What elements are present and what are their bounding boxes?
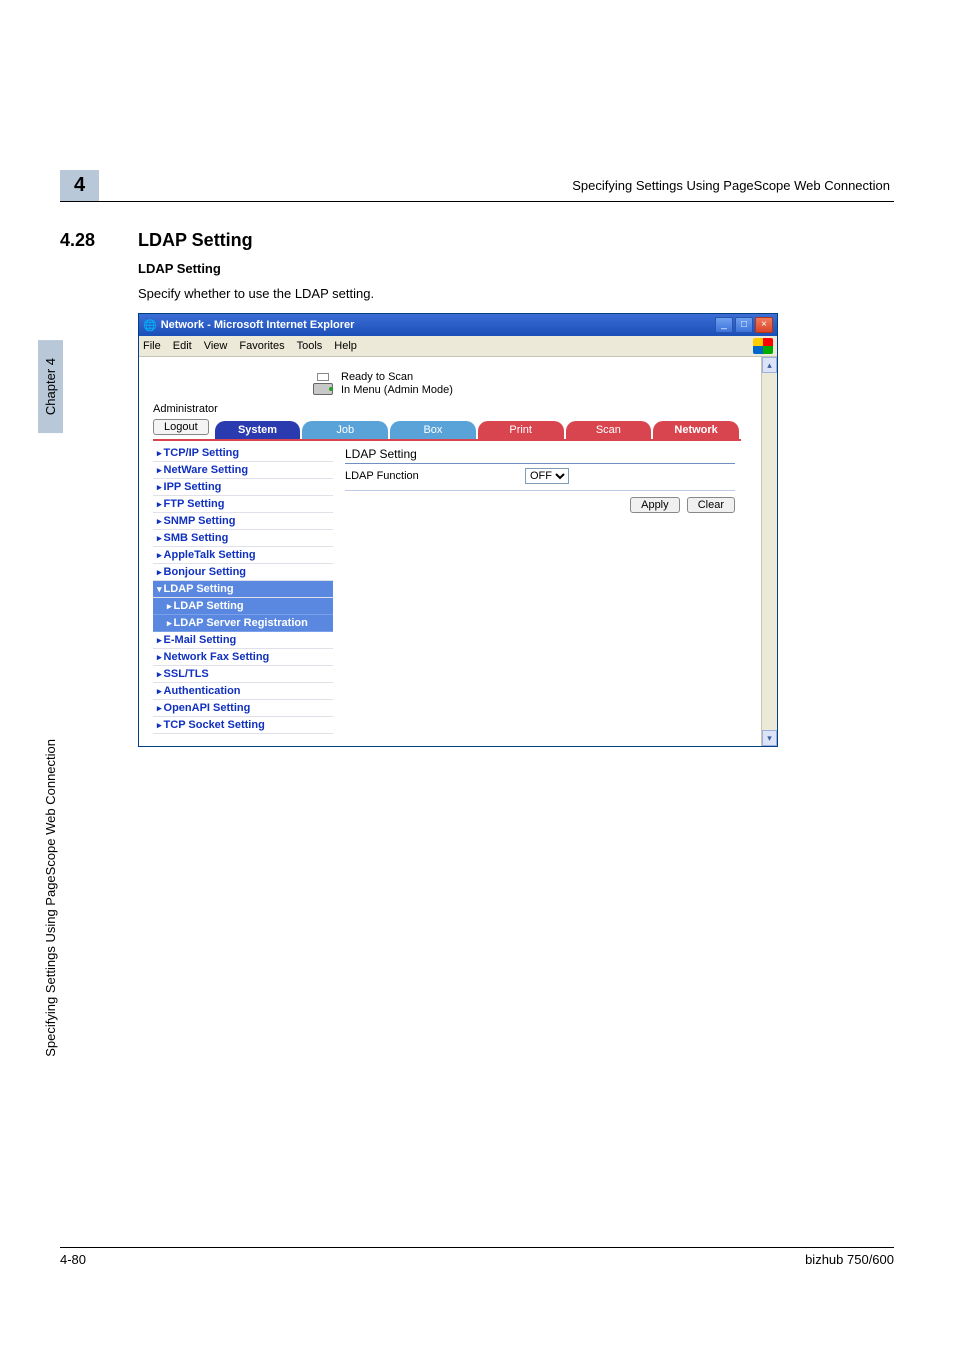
printer-status: Ready to Scan In Menu (Admin Mode) <box>313 371 741 397</box>
sidebar-item-ipp[interactable]: IPP Setting <box>153 479 333 496</box>
ie-icon: 🌐 <box>143 319 157 332</box>
scroll-track[interactable] <box>762 373 777 730</box>
page-number: 4-80 <box>60 1252 86 1267</box>
sidebar-item-appletalk[interactable]: AppleTalk Setting <box>153 547 333 564</box>
running-title: Specifying Settings Using PageScope Web … <box>99 178 894 193</box>
menu-favorites[interactable]: Favorites <box>239 340 284 352</box>
sidebar: TCP/IP Setting NetWare Setting IPP Setti… <box>153 445 333 734</box>
page-footer: 4-80 bizhub 750/600 <box>60 1247 894 1267</box>
side-label: Chapter 4 Specifying Settings Using Page… <box>38 340 63 1063</box>
ldap-function-select[interactable]: OFF <box>525 468 569 484</box>
tab-job[interactable]: Job <box>302 421 388 439</box>
chapter-number: 4 <box>60 170 99 201</box>
menu-file[interactable]: File <box>143 340 161 352</box>
scroll-down-button[interactable]: ▾ <box>762 730 777 746</box>
status-line1: Ready to Scan <box>341 371 453 384</box>
minimize-button[interactable]: _ <box>715 317 733 333</box>
menu-help[interactable]: Help <box>334 340 357 352</box>
sidebar-item-ftp[interactable]: FTP Setting <box>153 496 333 513</box>
section-heading: 4.28 LDAP Setting <box>60 230 894 251</box>
printer-icon <box>313 373 335 395</box>
maximize-button[interactable]: □ <box>735 317 753 333</box>
sidebar-item-email[interactable]: E-Mail Setting <box>153 632 333 649</box>
tab-scan[interactable]: Scan <box>566 421 652 439</box>
apply-button[interactable]: Apply <box>630 497 680 513</box>
panel-title: LDAP Setting <box>345 447 735 464</box>
sidebar-item-tcpsocket[interactable]: TCP Socket Setting <box>153 717 333 734</box>
tab-network[interactable]: Network <box>653 421 739 439</box>
sidebar-item-tcpip[interactable]: TCP/IP Setting <box>153 445 333 462</box>
sidebar-item-ssl[interactable]: SSL/TLS <box>153 666 333 683</box>
clear-button[interactable]: Clear <box>687 497 735 513</box>
sidebar-item-smb[interactable]: SMB Setting <box>153 530 333 547</box>
ldap-function-label: LDAP Function <box>345 470 525 482</box>
tab-print[interactable]: Print <box>478 421 564 439</box>
menu-view[interactable]: View <box>204 340 228 352</box>
sidebar-sub-ldap-server-reg[interactable]: LDAP Server Registration <box>153 615 333 632</box>
sidebar-item-bonjour[interactable]: Bonjour Setting <box>153 564 333 581</box>
sidebar-item-ldap[interactable]: LDAP Setting <box>153 581 333 598</box>
scrollbar[interactable]: ▴ ▾ <box>761 357 777 746</box>
browser-window: 🌐 Network - Microsoft Internet Explorer … <box>138 313 778 747</box>
browser-menubar: File Edit View Favorites Tools Help <box>139 336 777 357</box>
status-line2: In Menu (Admin Mode) <box>341 384 453 397</box>
section-number: 4.28 <box>60 230 138 251</box>
side-section-label: Specifying Settings Using PageScope Web … <box>38 439 63 1063</box>
page-header: 4 Specifying Settings Using PageScope We… <box>60 170 894 202</box>
tab-system[interactable]: System <box>215 421 301 439</box>
browser-title: Network - Microsoft Internet Explorer <box>161 319 715 331</box>
sidebar-sub-ldap-setting[interactable]: LDAP Setting <box>153 598 333 615</box>
section-title: LDAP Setting <box>138 230 253 251</box>
browser-titlebar: 🌐 Network - Microsoft Internet Explorer … <box>139 314 777 336</box>
side-chapter-label: Chapter 4 <box>38 340 63 433</box>
tab-box[interactable]: Box <box>390 421 476 439</box>
subsection-title: LDAP Setting <box>138 261 894 276</box>
model-label: bizhub 750/600 <box>805 1252 894 1267</box>
main-panel: LDAP Setting LDAP Function OFF Apply Cle… <box>333 445 741 734</box>
ie-throbber-icon <box>753 338 773 354</box>
sidebar-item-openapi[interactable]: OpenAPI Setting <box>153 700 333 717</box>
sidebar-item-netware[interactable]: NetWare Setting <box>153 462 333 479</box>
admin-label: Administrator <box>153 403 741 415</box>
sidebar-item-auth[interactable]: Authentication <box>153 683 333 700</box>
logout-button[interactable]: Logout <box>153 419 209 435</box>
intro-text: Specify whether to use the LDAP setting. <box>138 286 894 301</box>
sidebar-item-snmp[interactable]: SNMP Setting <box>153 513 333 530</box>
sidebar-item-networkfax[interactable]: Network Fax Setting <box>153 649 333 666</box>
menu-tools[interactable]: Tools <box>297 340 323 352</box>
tabs-underline <box>153 439 741 441</box>
scroll-up-button[interactable]: ▴ <box>762 357 777 373</box>
menu-edit[interactable]: Edit <box>173 340 192 352</box>
close-button[interactable]: × <box>755 317 773 333</box>
